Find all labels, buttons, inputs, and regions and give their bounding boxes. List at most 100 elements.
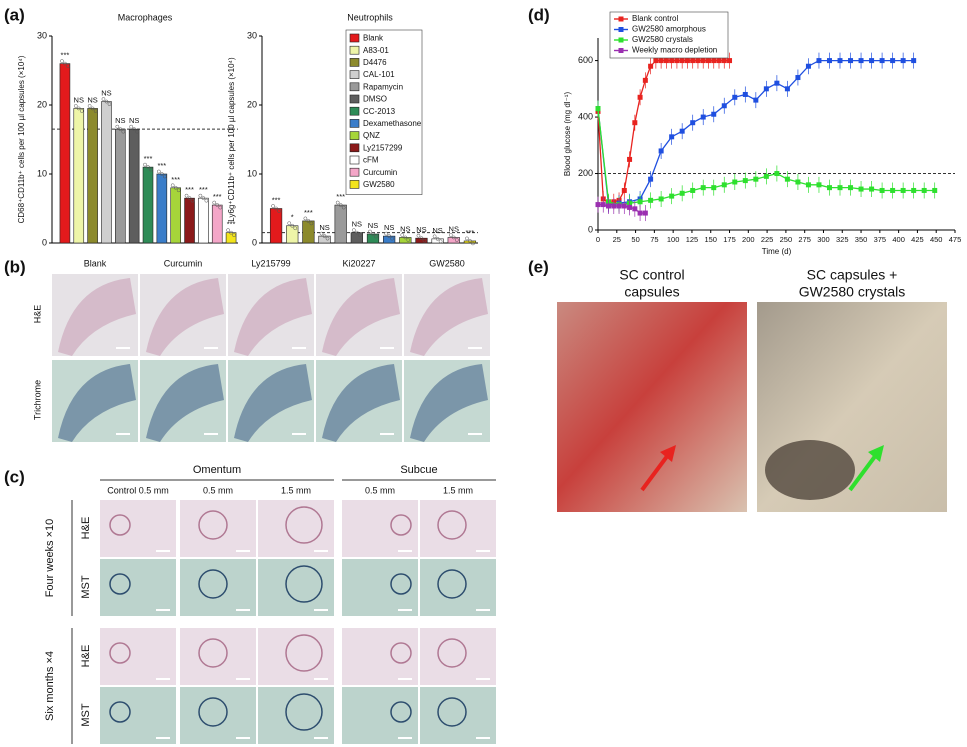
tissue [234, 364, 312, 442]
data-point [600, 202, 606, 208]
significance-label: *** [272, 195, 281, 204]
legend-marker [618, 48, 624, 53]
dot [438, 239, 443, 244]
column-label: Control 0.5 mm [107, 485, 169, 495]
y-axis-label: Blood glucose (mg dl⁻¹) [563, 92, 572, 177]
x-tick-label: 100 [667, 235, 680, 244]
data-point [816, 182, 822, 188]
dot [162, 174, 167, 179]
legend-swatch [349, 155, 360, 165]
dot [149, 167, 153, 172]
dot [212, 200, 217, 205]
tissue [322, 364, 400, 442]
dot [187, 196, 192, 200]
data-point [711, 111, 717, 117]
data-point [732, 179, 738, 185]
dot [403, 235, 408, 240]
dot [215, 203, 220, 207]
column-label: Curcumin [164, 258, 203, 268]
dot [390, 236, 395, 241]
data-point [653, 58, 659, 64]
caption: GW2580 crystals [799, 284, 906, 300]
dot [101, 97, 106, 101]
significance-label: *** [157, 161, 166, 170]
panel-label: (c) [4, 467, 25, 486]
legend-label: Dexamethasone [363, 119, 422, 128]
data-point [606, 203, 612, 209]
legend-swatch [349, 180, 360, 189]
legend-label: cFM [363, 156, 379, 165]
bar [101, 101, 112, 244]
bar [383, 235, 396, 244]
chart-title: Macrophages [118, 12, 173, 22]
panel-label: (e) [528, 257, 549, 276]
group-label: Subcue [400, 464, 437, 476]
x-tick-label: 425 [911, 235, 924, 244]
data-point [784, 86, 790, 92]
tissue [198, 638, 228, 668]
data-point [763, 86, 769, 92]
dot [338, 203, 343, 207]
x-axis-label: Time (d) [762, 247, 792, 256]
significance-label: NS [368, 221, 378, 230]
data-point [805, 182, 811, 188]
data-point [890, 58, 896, 64]
legend-label: DMSO [363, 95, 387, 104]
dot [357, 233, 362, 237]
data-point [669, 193, 675, 199]
tissue [198, 510, 228, 540]
significance-label: NS [384, 223, 394, 232]
dot [173, 185, 178, 190]
dot [159, 172, 164, 176]
data-point [690, 120, 696, 126]
significance-label: NS [101, 89, 111, 98]
data-point [858, 58, 864, 64]
dot [63, 61, 67, 66]
micrograph [100, 500, 176, 557]
data-point [911, 187, 917, 193]
micrograph [342, 687, 418, 744]
column-label: 1.5 mm [443, 485, 473, 495]
dot [293, 226, 298, 231]
fur [765, 440, 855, 500]
data-point [669, 134, 675, 140]
legend-label: QNZ [363, 131, 380, 140]
legend-swatch [349, 58, 360, 67]
y-tick-label: 10 [37, 168, 47, 178]
dot [104, 99, 109, 104]
significance-label: NS [115, 116, 125, 125]
row-label: H&E [80, 517, 92, 540]
data-point [721, 103, 727, 109]
dot [351, 228, 356, 232]
bar [302, 220, 315, 244]
dot [76, 106, 81, 111]
legend-swatch [349, 45, 360, 55]
micrograph [420, 500, 496, 557]
dot [66, 64, 70, 68]
bar [59, 63, 71, 244]
dot [146, 165, 150, 169]
bar [447, 237, 460, 244]
x-tick-label: 275 [798, 235, 811, 244]
micrograph [180, 687, 256, 744]
column-label: 0.5 mm [203, 485, 233, 495]
significance-label: *** [304, 208, 313, 217]
data-point [900, 187, 906, 193]
x-tick-label: 325 [836, 235, 849, 244]
data-point [642, 77, 648, 83]
significance-label: *** [466, 228, 475, 237]
bar [170, 187, 181, 244]
arrow [640, 453, 670, 492]
data-point [669, 58, 675, 64]
bar [142, 166, 154, 244]
data-point [805, 63, 811, 69]
photo [557, 302, 747, 512]
tissue [109, 514, 131, 536]
data-point [716, 58, 722, 64]
column-label: Blank [84, 258, 107, 268]
micrograph [342, 559, 418, 616]
x-tick-label: 350 [855, 235, 868, 244]
significance-label: NS [352, 220, 362, 229]
legend-label: GW2580 crystals [632, 35, 693, 44]
data-point [869, 58, 875, 64]
